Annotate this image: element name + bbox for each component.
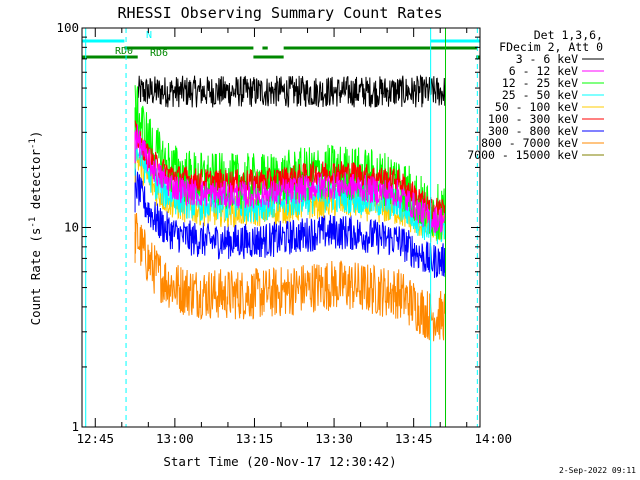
flags-layer: N RD0 RD6: [82, 30, 480, 59]
x-tick-label: 13:00: [156, 431, 194, 446]
y-axis-label-sup2: -1: [28, 138, 38, 149]
legend-label-3: 25 - 50 keV: [502, 88, 578, 102]
legend-header-line-1: Det 1,3,6,: [534, 28, 603, 42]
y-axis-label: Count Rate (s-1 detector-1): [28, 131, 43, 326]
series-line-6: [134, 167, 446, 278]
flag-label-rd6: RD6: [150, 48, 168, 59]
legend-label-5: 100 - 300 keV: [488, 112, 578, 126]
legend-label-8: 7000 - 15000 keV: [467, 148, 578, 162]
x-tick-label: 13:30: [315, 431, 353, 446]
y-tick-label: 100: [56, 20, 79, 35]
series-line-1: [134, 124, 446, 234]
legend-label-6: 300 - 800 keV: [488, 124, 578, 138]
y-axis-label-close: ): [28, 131, 43, 139]
y-axis: 1 10 100: [56, 20, 480, 434]
series-layer: [134, 74, 447, 427]
x-axis-label: Start Time (20-Nov-17 12:30:42): [163, 454, 396, 469]
series-line-7: [134, 212, 446, 342]
legend-label-7: 800 - 7000 keV: [481, 136, 578, 150]
legend-label-2: 12 - 25 keV: [502, 76, 578, 90]
legend-label-1: 6 - 12 keV: [509, 64, 578, 78]
y-axis-label-tail: detector: [28, 149, 43, 217]
flag-label-n: N: [146, 30, 152, 41]
legend-label-0: 3 - 6 keV: [516, 52, 578, 66]
legend-header-line-2: FDecim 2, Att 0: [499, 40, 603, 54]
chart-title: RHESSI Observing Summary Count Rates: [117, 4, 442, 22]
x-axis: 12:45 13:00 13:15 13:30 13:45 14:00: [76, 28, 512, 446]
series-line-3: [134, 141, 446, 245]
x-tick-label: 13:15: [236, 431, 274, 446]
y-axis-label-sup: -1: [28, 217, 38, 228]
y-axis-label-main: Count Rate (s: [28, 228, 43, 326]
series-line-5: [134, 120, 446, 220]
x-tick-label: 14:00: [474, 431, 512, 446]
legend-label-4: 50 - 100 keV: [495, 100, 578, 114]
series-line-0: [137, 74, 446, 108]
x-tick-label: 13:45: [395, 431, 433, 446]
x-tick-label: 12:45: [76, 431, 114, 446]
y-tick-label: 10: [64, 220, 79, 235]
y-tick-label: 1: [71, 419, 79, 434]
flag-label-rd0: RD0: [115, 46, 133, 57]
footer-date: 2-Sep-2022 09:11: [559, 466, 636, 475]
plot-area: N RD0 RD6 1 10 100 12:45 13:00 13:15 13:30 13:45…: [56, 20, 512, 446]
